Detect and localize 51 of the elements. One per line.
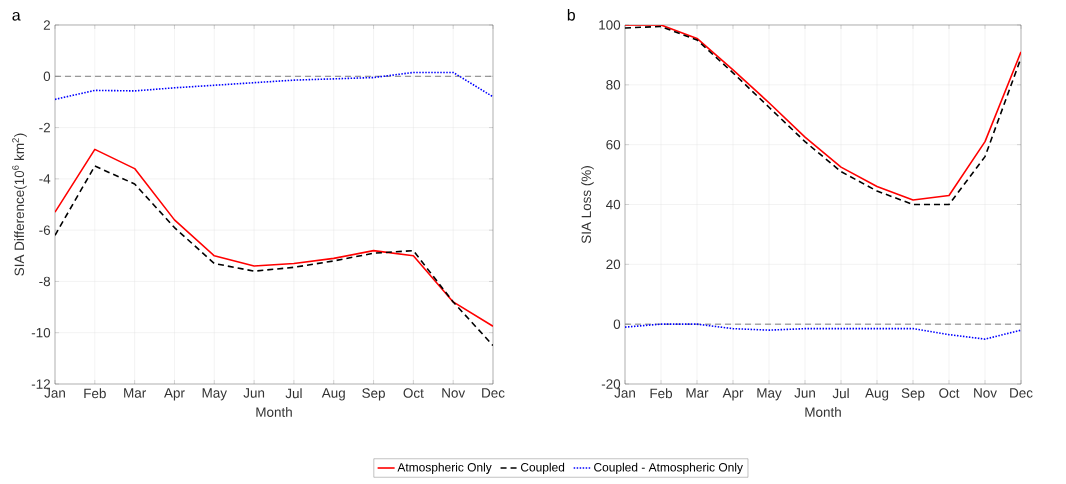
x-tick-label: Sep bbox=[901, 388, 925, 401]
y-tick-label: 80 bbox=[606, 80, 621, 90]
x-tick-label: Nov bbox=[442, 388, 466, 398]
x-tick-label: May bbox=[757, 388, 782, 401]
x-tick-label: Mar bbox=[686, 388, 709, 398]
y-tick-label: -4 bbox=[39, 174, 51, 184]
x-tick-label: May bbox=[202, 388, 227, 401]
x-tick-label: Aug bbox=[865, 388, 889, 401]
y-tick-label: 20 bbox=[606, 259, 621, 270]
y-axis-title: SIA Loss (%) bbox=[581, 166, 594, 244]
x-tick-label: Jun bbox=[243, 388, 265, 398]
x-tick-label: Jul bbox=[832, 388, 849, 399]
chart-title: a bbox=[12, 11, 21, 21]
x-tick-label: Aug bbox=[321, 388, 345, 401]
x-tick-label: Jan bbox=[44, 388, 65, 398]
y-tick-label: -12 bbox=[31, 379, 50, 389]
line-series bbox=[55, 148, 493, 328]
x-tick-label: Sep bbox=[362, 388, 385, 401]
x-tick-label: Feb bbox=[650, 388, 673, 399]
x-tick-label: Feb bbox=[84, 388, 106, 399]
x-tick-label: Jul bbox=[285, 388, 302, 399]
y-tick-label: 0 bbox=[613, 319, 621, 329]
x-tick-label: Jan bbox=[614, 388, 635, 398]
legend-label: Coupled - Atmospheric Only bbox=[594, 462, 743, 474]
x-tick-label: Oct bbox=[939, 388, 960, 398]
x-axis-title: Month bbox=[256, 407, 292, 417]
x-tick-label: Dec bbox=[482, 388, 505, 398]
legend-label: Atmospheric Only bbox=[397, 462, 492, 474]
y-tick-label: -6 bbox=[39, 225, 51, 235]
line-series bbox=[55, 165, 493, 347]
x-tick-label: Dec bbox=[1010, 388, 1033, 398]
x-tick-label: Nov bbox=[974, 388, 997, 398]
y-tick-label: 0 bbox=[43, 71, 51, 82]
y-tick-label: 40 bbox=[606, 199, 621, 210]
y-tick-label: -10 bbox=[31, 327, 51, 338]
y-tick-label: 60 bbox=[606, 139, 621, 150]
y-tick-label: 100 bbox=[599, 20, 621, 30]
y-tick-label: -8 bbox=[39, 276, 51, 287]
line-series bbox=[55, 71, 493, 101]
x-axis-title: Month bbox=[805, 407, 841, 417]
x-tick-label: Apr bbox=[164, 388, 185, 401]
y-tick-label: 2 bbox=[43, 20, 50, 30]
legend-label: Coupled bbox=[520, 462, 565, 474]
y-tick-label: -20 bbox=[601, 379, 621, 389]
y-axis-title: SIA Difference(10$^{6}$ km$^{2}$) bbox=[12, 133, 27, 276]
x-tick-label: Apr bbox=[722, 388, 744, 401]
chart-title: b bbox=[567, 8, 575, 21]
x-tick-label: Jun bbox=[794, 388, 815, 398]
y-tick-label: -2 bbox=[39, 122, 50, 133]
x-tick-label: Oct bbox=[403, 388, 424, 398]
x-tick-label: Mar bbox=[124, 388, 146, 398]
